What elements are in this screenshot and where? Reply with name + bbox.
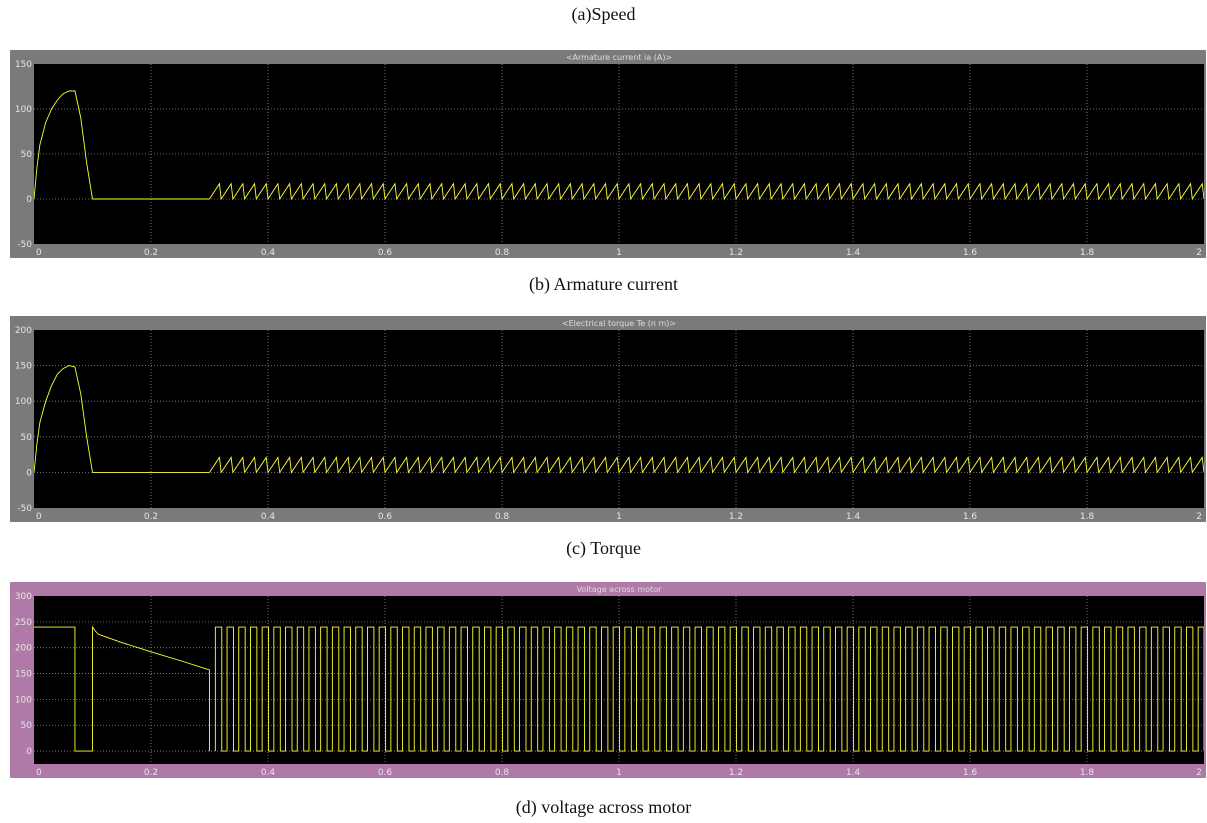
torque-x-tick-label: 0.4 [261,512,276,522]
voltage-x-tick-label: 1.2 [729,768,743,778]
voltage-y-tick-label: 50 [21,721,33,731]
torque-plot-area [34,330,1204,508]
armature-current-line-segment [209,182,1204,201]
armature-current-x-tick-label: 1.2 [729,248,743,258]
armature-current-x-tick-label: 1.6 [963,248,978,258]
armature-current-line-segment [34,90,93,200]
voltage-x-tick-label: 0.6 [378,768,393,778]
armature-current-x-tick-label: 0.2 [144,248,158,258]
torque-series [34,365,1204,474]
armature-current-series [34,90,1204,201]
caption-speed: (a)Speed [571,4,636,24]
torque-x-tick-label: 1.2 [729,512,743,522]
voltage-scope: Voltage across motor 0 0.2 0.4 0.6 0.8 1 1.2 1.4… [10,582,1206,778]
armature-current-y-tick-label: 150 [15,60,32,70]
voltage-x-tick-label: 1 [616,768,622,778]
torque-x-tick-label: 0.6 [378,512,393,522]
voltage-y-tick-label: 100 [15,695,32,705]
torque-x-tick-label: 0 [36,512,42,522]
armature-current-x-tick-label: 0 [36,248,42,258]
voltage-series [34,625,1204,752]
caption-torque: (c) Torque [566,538,641,558]
armature-current-scope: <Armature current ia (A)> 0 0.2 0.4 0.6 0.8 1 1… [10,50,1206,258]
armature-current-y-tick-label: 50 [21,150,33,160]
torque-line-segment [209,456,1204,474]
voltage-line-segment [214,626,1204,752]
voltage-y-tick-label: 150 [15,670,32,680]
armature-current-title: <Armature current ia (A)> [566,53,672,62]
armature-current-y-tick-label: 0 [26,195,32,205]
voltage-x-tick-label: 0 [36,768,42,778]
torque-x-tick-label: 1.4 [846,512,861,522]
torque-chart: <Electrical torque Te (n m)> 0 0.2 0.4 0.6 0.… [10,316,1206,522]
torque-y-tick-label: 200 [15,326,32,336]
armature-current-x-tick-label: 2 [1196,248,1202,258]
voltage-chart: Voltage across motor 0 0.2 0.4 0.6 0.8 1 1.2 1.4… [10,582,1206,778]
armature-current-x-tick-label: 0.4 [261,248,276,258]
armature-current-x-tick-label: 1.4 [846,248,861,258]
voltage-y-tick-label: 300 [15,592,32,602]
torque-x-tick-label: 1.8 [1080,512,1095,522]
armature-current-x-tick-label: 0.6 [378,248,393,258]
torque-line-segment [34,365,93,473]
armature-current-y-tick-label: -50 [17,240,32,250]
torque-x-tick-label: 2 [1196,512,1202,522]
voltage-y-tick-label: 0 [26,747,32,757]
armature-current-y-tick-label: 100 [15,105,32,115]
armature-current-chart: <Armature current ia (A)> 0 0.2 0.4 0.6 0.8 1 1… [10,50,1206,258]
torque-x-tick-label: 1 [616,512,622,522]
torque-x-tick-label: 0.8 [495,512,510,522]
torque-title: <Electrical torque Te (n m)> [562,319,676,328]
torque-y-tick-label: -50 [17,504,32,514]
voltage-line-segment [34,625,210,752]
voltage-x-tick-label: 0.4 [261,768,276,778]
voltage-x-tick-label: 1.8 [1080,768,1095,778]
voltage-x-tick-label: 0.8 [495,768,510,778]
torque-y-tick-label: 0 [26,468,32,478]
voltage-x-tick-label: 2 [1196,768,1202,778]
armature-current-x-tick-label: 1.8 [1080,248,1095,258]
voltage-title: Voltage across motor [577,585,662,594]
torque-y-tick-label: 150 [15,362,32,372]
torque-x-tick-label: 1.6 [963,512,978,522]
voltage-y-tick-label: 200 [15,644,32,654]
torque-y-tick-label: 100 [15,397,32,407]
torque-y-tick-label: 50 [21,433,33,443]
armature-current-x-tick-label: 0.8 [495,248,510,258]
voltage-x-tick-label: 0.2 [144,768,158,778]
armature-current-x-tick-label: 1 [616,248,622,258]
torque-scope: <Electrical torque Te (n m)> 0 0.2 0.4 0.6 0.… [10,316,1206,522]
caption-armature-current: (b) Armature current [529,274,678,294]
voltage-x-tick-label: 1.4 [846,768,861,778]
voltage-x-tick-label: 1.6 [963,768,978,778]
voltage-y-tick-label: 250 [15,618,32,628]
caption-voltage: (d) voltage across motor [515,797,692,817]
torque-x-tick-label: 0.2 [144,512,158,522]
